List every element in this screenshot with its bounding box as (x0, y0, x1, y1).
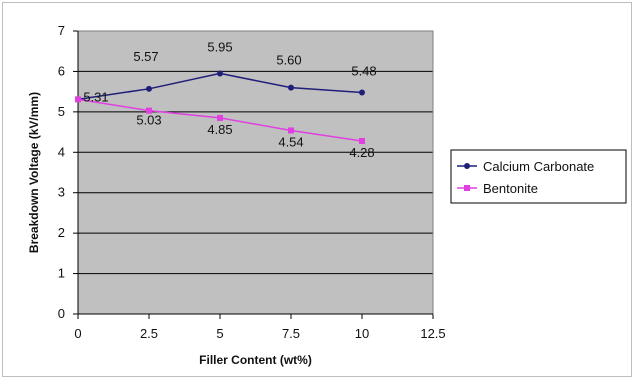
data-label-1: 5.03 (136, 113, 161, 128)
data-labels: 5.57 5.95 5.60 5.48 5.31 5.03 4.85 4.54 4.28 (83, 39, 376, 160)
x-tick-label: 7.5 (282, 326, 300, 341)
y-tick-label: 4 (58, 144, 65, 159)
legend: Calcium Carbonate Bentonite (450, 149, 627, 204)
legend-label-0: Calcium Carbonate (483, 159, 594, 174)
legend-marker-1 (464, 185, 470, 191)
data-label-0: 5.57 (133, 49, 158, 64)
series-point-1 (359, 137, 365, 144)
y-tick-label: 6 (58, 63, 65, 78)
y-tick-label: 5 (58, 104, 65, 119)
legend-label-1: Bentonite (483, 181, 538, 196)
axes: 0 1 2 3 4 5 6 7 0 2.5 5 7.5 10 12.5 (58, 23, 446, 341)
y-tick-label: 1 (58, 266, 65, 281)
data-label-1: 4.85 (207, 122, 232, 137)
series-point-0 (217, 70, 223, 77)
y-tick-label: 0 (58, 306, 65, 321)
series-point-0 (288, 84, 294, 91)
series-point-1 (146, 107, 152, 114)
x-tick-label: 12.5 (420, 326, 445, 341)
data-label-1: 5.31 (83, 89, 108, 104)
plot-area (78, 31, 433, 314)
x-tick-label: 0 (74, 326, 81, 341)
x-tick-label: 10 (355, 326, 369, 341)
y-axis-label: Breakdown Voltage (kV/mm) (27, 92, 41, 253)
series-layer (75, 70, 365, 144)
series-point-0 (146, 85, 152, 92)
x-tick-label: 2.5 (140, 326, 158, 341)
series-point-1 (288, 127, 294, 134)
series-point-1 (217, 114, 223, 121)
data-label-0: 5.48 (351, 63, 376, 78)
y-tick-label: 3 (58, 185, 65, 200)
legend-box (450, 149, 627, 204)
data-label-1: 4.28 (349, 145, 374, 160)
series-point-0 (359, 89, 365, 96)
x-tick-label: 5 (216, 326, 223, 341)
data-label-0: 5.95 (207, 39, 232, 54)
y-tick-label: 7 (58, 23, 65, 38)
x-axis-label: Filler Content (wt%) (199, 353, 312, 367)
legend-marker-0 (464, 163, 470, 169)
data-label-0: 5.60 (276, 53, 301, 68)
data-label-1: 4.54 (278, 134, 303, 149)
y-tick-label: 2 (58, 225, 65, 240)
series-point-1 (75, 96, 81, 103)
